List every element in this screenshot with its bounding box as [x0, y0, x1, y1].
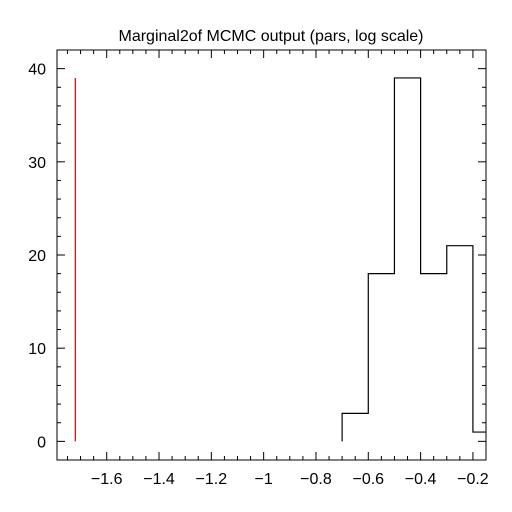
y-tick-label: 30 [28, 155, 46, 172]
histogram-bar [447, 246, 473, 442]
y-tick-label: 0 [37, 434, 46, 451]
histogram-bar [368, 274, 394, 442]
axis-ticks [57, 49, 487, 460]
chart-title: Marginal2of MCMC output (pars, log scale… [118, 28, 423, 45]
x-tick-label: −0.2 [457, 471, 489, 488]
x-tick-label: −1 [255, 471, 273, 488]
histogram-bar [394, 78, 420, 441]
x-tick-label: −0.8 [300, 471, 332, 488]
x-tick-label: −0.6 [352, 471, 384, 488]
y-tick-label: 20 [28, 248, 46, 265]
y-tick-label: 10 [28, 341, 46, 358]
histogram-bar [421, 274, 447, 442]
x-tick-label: −1.6 [91, 471, 123, 488]
x-tick-label: −1.4 [143, 471, 175, 488]
axis-tick-labels: −1.6 −1.4 −1.2 −1 −0.8 −0.6 −0.4 −0.2 0 10 20 30 40 [28, 62, 489, 488]
x-tick-label: −0.4 [405, 471, 437, 488]
histogram-bar [473, 432, 486, 441]
y-tick-label: 40 [28, 62, 46, 79]
histogram-outline [341, 77, 486, 442]
plot-area [74, 77, 486, 442]
x-tick-label: −1.2 [196, 471, 228, 488]
histogram-bar [342, 413, 368, 441]
